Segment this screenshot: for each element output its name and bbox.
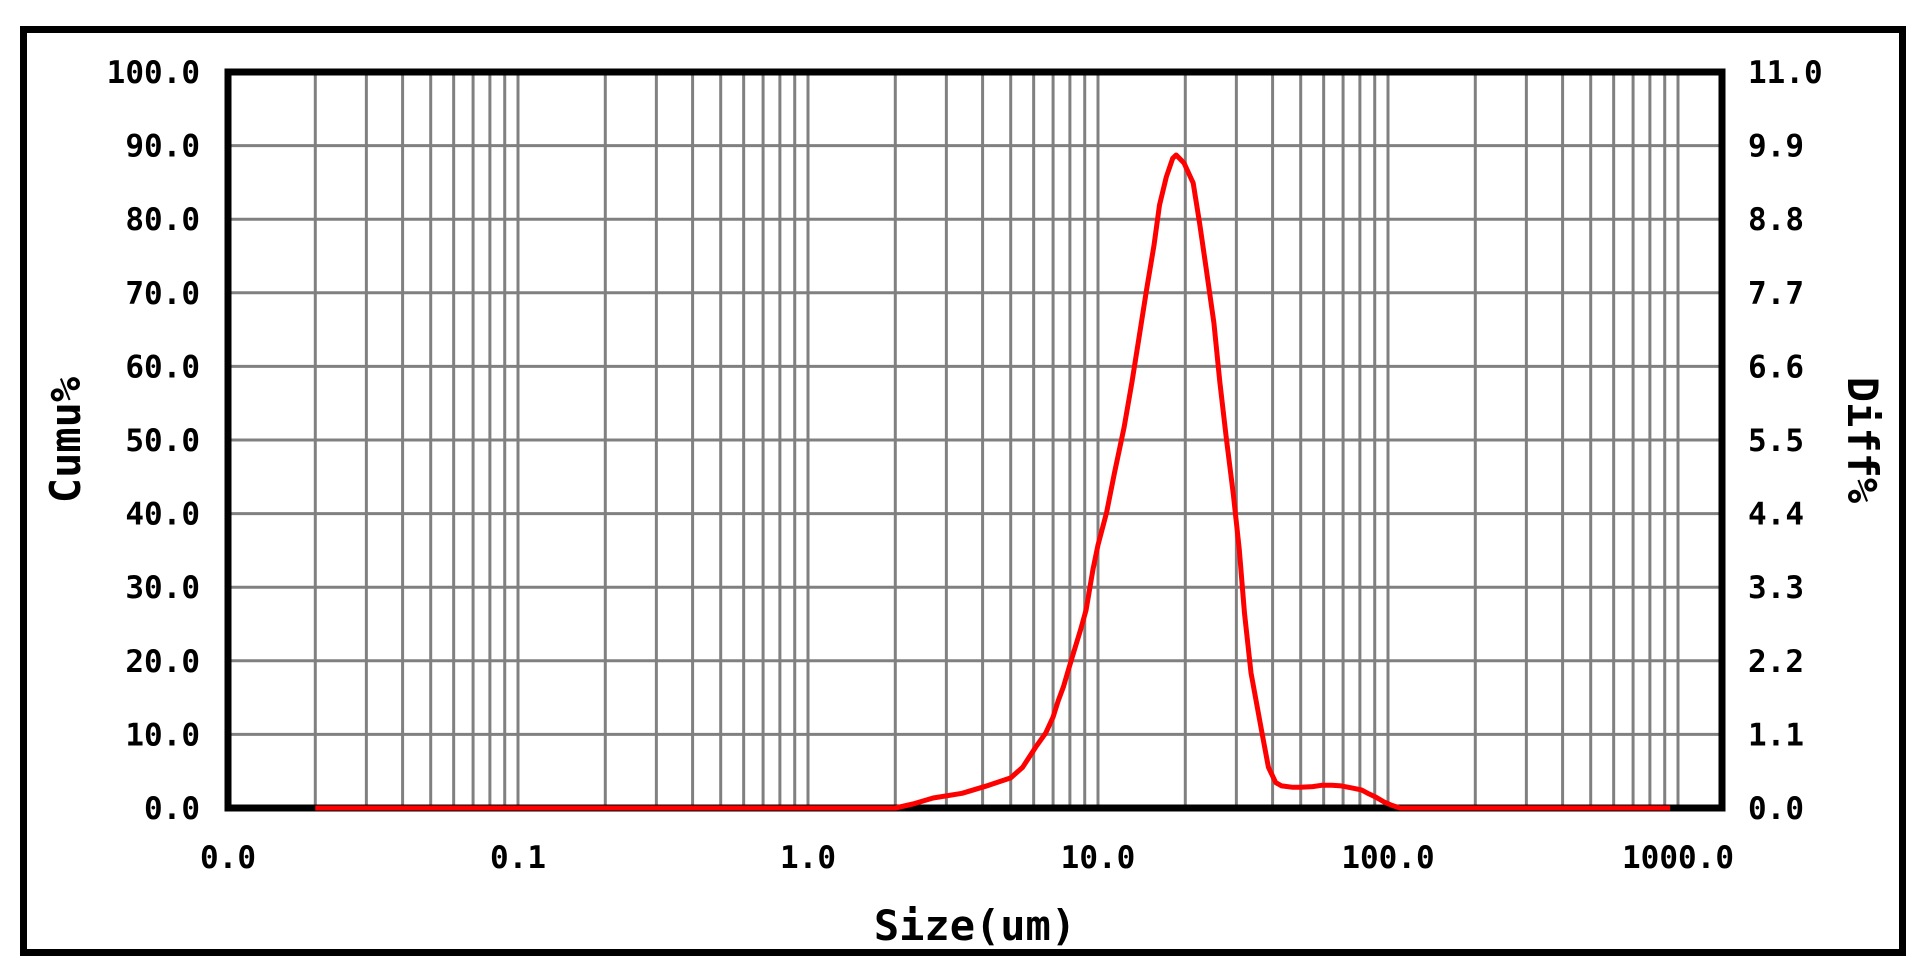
left-axis-tick-label: 80.0 [125, 202, 200, 238]
chart-frame [20, 26, 1906, 956]
diff-curve [315, 152, 1671, 811]
left-axis-tick-label: 0.0 [144, 791, 200, 827]
right-axis-tick-label: 2.2 [1748, 644, 1804, 680]
right-axis-tick-label: 6.6 [1748, 349, 1804, 385]
left-axis-tick-label: 70.0 [125, 276, 200, 312]
right-axis-tick-label: 3.3 [1748, 570, 1804, 606]
x-axis-title: Size(um) [874, 901, 1076, 950]
right-axis-tick-label: 11.0 [1748, 55, 1823, 91]
diff-curve-layer [315, 152, 1671, 811]
left-axis-title: Cumu% [41, 377, 90, 503]
x-axis-tick-label: 1000.0 [1622, 840, 1734, 876]
left-axis-tick-label: 100.0 [107, 55, 200, 91]
x-axis-tick-label: 100.0 [1341, 840, 1434, 876]
x-axis-tick-label: 0.0 [200, 840, 256, 876]
x-axis-tick-label: 0.1 [490, 840, 546, 876]
left-axis-tick-label: 90.0 [125, 129, 200, 165]
grid-lines [228, 72, 1722, 808]
left-axis-tick-label: 50.0 [125, 423, 200, 459]
x-axis-tick-label: 10.0 [1061, 840, 1136, 876]
left-axis-tick-label: 40.0 [125, 497, 200, 533]
right-axis-tick-label: 4.4 [1748, 497, 1804, 533]
right-axis-title: Diff% [1838, 377, 1887, 503]
left-axis-tick-label: 60.0 [125, 349, 200, 385]
left-axis-tick-label: 10.0 [125, 717, 200, 753]
x-axis-tick-label: 1.0 [780, 840, 836, 876]
plot-border [224, 68, 1726, 812]
right-axis-tick-label: 5.5 [1748, 423, 1804, 459]
right-axis-tick-label: 9.9 [1748, 129, 1804, 165]
right-axis-tick-label: 7.7 [1748, 276, 1804, 312]
right-axis-tick-label: 8.8 [1748, 202, 1804, 238]
plot-border-rect [224, 68, 1726, 812]
left-axis-tick-label: 30.0 [125, 570, 200, 606]
right-axis-tick-label: 0.0 [1748, 791, 1804, 827]
tick-labels: 100.0 90.0 80.0 70.0 60.0 50.0 40.0 30.0 20.0 10.… [107, 55, 1823, 876]
right-axis-tick-label: 1.1 [1748, 717, 1804, 753]
left-axis-tick-label: 20.0 [125, 644, 200, 680]
